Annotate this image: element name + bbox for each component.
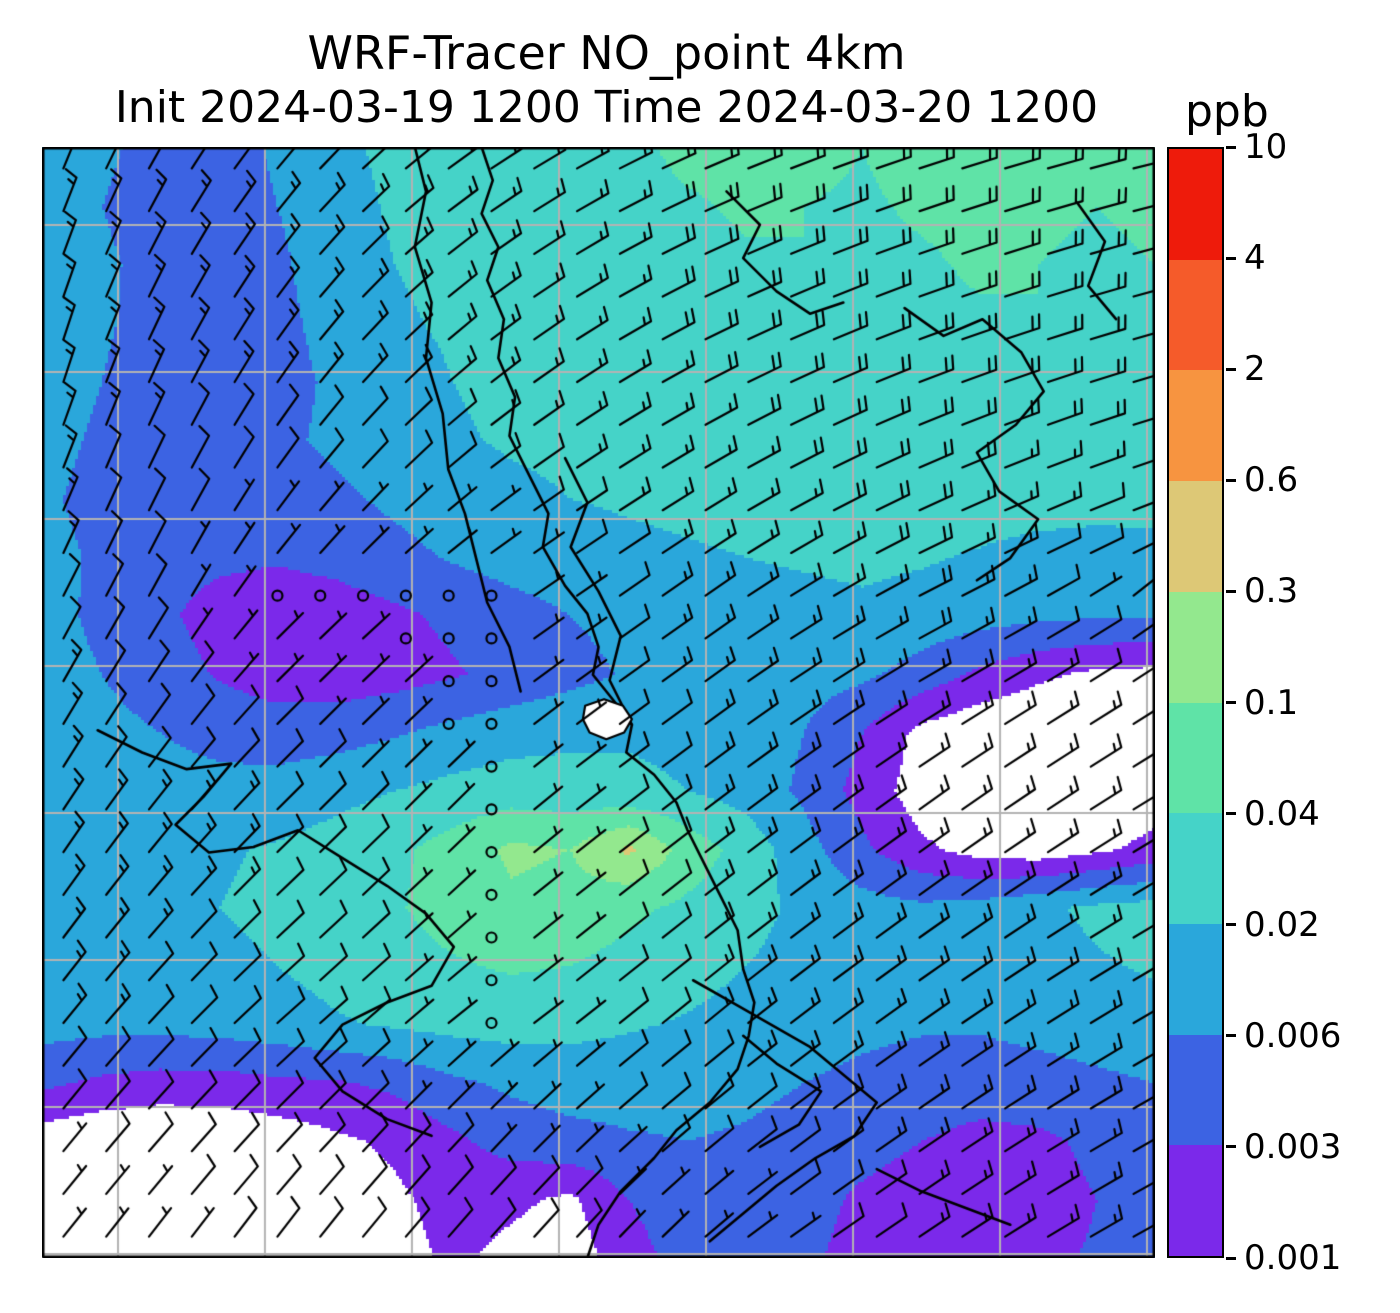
colorbar-tick-label: 10: [1244, 127, 1288, 167]
colorbar-tick-label: 0.006: [1244, 1015, 1342, 1056]
colorbar-tick-mark: [1226, 1145, 1236, 1149]
colorbar-tick-mark: [1226, 478, 1236, 482]
colorbar-tick-label: 0.1: [1244, 682, 1299, 723]
colorbar-segment: [1169, 813, 1222, 924]
colorbar-tick-label: 0.3: [1244, 571, 1299, 612]
colorbar-segment: [1169, 370, 1222, 482]
colorbar-segment: [1169, 149, 1222, 260]
colorbar-tick-mark: [1226, 145, 1236, 149]
colorbar-tick-mark: [1226, 367, 1236, 371]
colorbar-tick-mark: [1226, 256, 1236, 260]
colorbar-tick-label: 2: [1244, 349, 1266, 390]
colorbar-tick-mark: [1226, 589, 1236, 593]
colorbar-segment: [1169, 481, 1222, 592]
chart-subtitle: Init 2024-03-19 1200 Time 2024-03-20 120…: [114, 82, 1099, 133]
colorbar-segment: [1169, 259, 1222, 371]
colorbar-segment: [1169, 1034, 1222, 1146]
colorbar-units-label: ppb: [1185, 86, 1269, 137]
colorbar: [1167, 147, 1224, 1258]
colorbar-tick-mark: [1226, 1256, 1236, 1260]
colorbar-segment: [1169, 591, 1222, 703]
colorbar-tick-label: 0.02: [1244, 904, 1320, 945]
colorbar-tick-mark: [1226, 923, 1236, 927]
colorbar-tick-label: 0.001: [1244, 1238, 1342, 1278]
colorbar-tick-label: 0.003: [1244, 1126, 1342, 1167]
colorbar-tick-mark: [1226, 1034, 1236, 1038]
colorbar-tick-marks: [1226, 145, 1238, 1260]
colorbar-tick-mark: [1226, 812, 1236, 816]
colorbar-tick-labels: 10 4 2 0.6 0.3 0.1 0.04 0.02 0.006 0.003 0.001: [1244, 127, 1394, 1278]
colorbar-tick-label: 4: [1244, 238, 1266, 279]
colorbar-tick-label: 0.04: [1244, 793, 1320, 834]
colorbar-segment: [1169, 1145, 1222, 1257]
colorbar-segment: [1169, 702, 1222, 814]
chart-title: WRF-Tracer NO_point 4km: [307, 26, 906, 80]
colorbar-segment: [1169, 923, 1222, 1035]
colorbar-tick-mark: [1226, 701, 1236, 704]
tracer-map-canvas: [42, 147, 1155, 1258]
colorbar-tick-label: 0.6: [1244, 460, 1299, 501]
